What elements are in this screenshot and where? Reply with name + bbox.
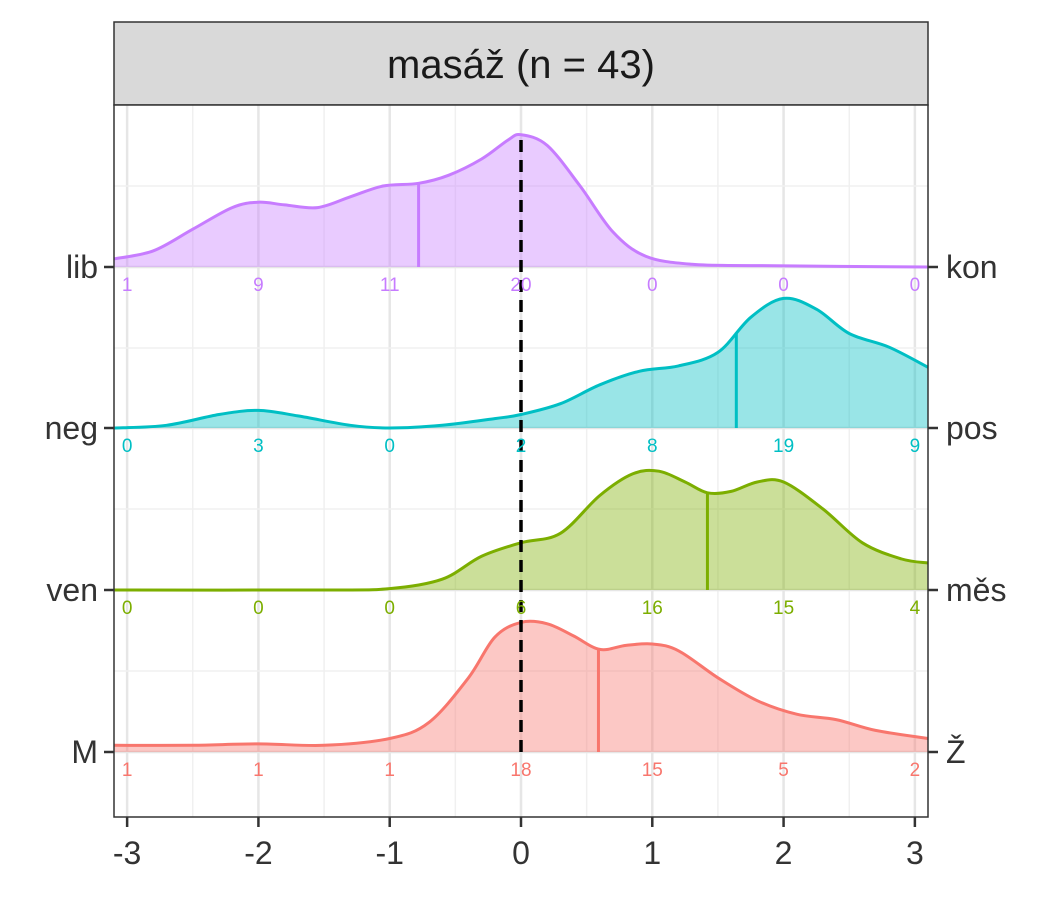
left-axis-label: lib xyxy=(66,249,98,285)
x-tick-label: 2 xyxy=(775,835,793,871)
ridge-line-neg xyxy=(113,296,929,430)
count-label: 0 xyxy=(384,436,395,457)
count-label: 15 xyxy=(642,760,663,781)
count-label: 18 xyxy=(510,760,531,781)
count-label: 0 xyxy=(384,598,395,619)
x-axis: -3 -2 -1 0 1 2 3 xyxy=(113,817,924,871)
count-label: 3 xyxy=(253,436,264,457)
ridge-line-lib xyxy=(113,133,929,269)
count-label: 9 xyxy=(253,275,264,296)
count-label: 19 xyxy=(773,436,794,457)
ridge-area-ven xyxy=(114,470,928,591)
count-label: 2 xyxy=(516,436,527,457)
left-axis: lib neg ven M xyxy=(45,249,114,770)
ridge-line-ven xyxy=(113,468,929,592)
count-label: 0 xyxy=(778,275,789,296)
count-label: 0 xyxy=(253,598,264,619)
strip-header xyxy=(113,21,929,106)
count-label: 9 xyxy=(910,436,921,457)
count-label: 20 xyxy=(510,275,531,296)
count-label: 11 xyxy=(380,275,400,296)
ridge-line-M xyxy=(113,619,929,747)
right-axis-label: pos xyxy=(946,410,998,446)
count-label: 1 xyxy=(384,760,395,781)
right-axis-label: kon xyxy=(946,249,998,285)
x-tick-label: 3 xyxy=(906,835,924,871)
x-tick-label: -2 xyxy=(244,835,272,871)
count-label: 1 xyxy=(122,760,133,781)
count-label: 16 xyxy=(642,598,663,619)
count-label: 2 xyxy=(910,760,921,781)
count-label: 5 xyxy=(778,760,789,781)
count-label: 4 xyxy=(910,598,921,619)
count-label: 15 xyxy=(773,598,794,619)
x-tick-label: 0 xyxy=(512,835,530,871)
right-axis: kon pos měs Ž xyxy=(928,249,1006,770)
count-label: 6 xyxy=(516,598,527,619)
left-axis-label: neg xyxy=(45,410,98,446)
count-label: 8 xyxy=(647,436,658,457)
x-tick-label: -1 xyxy=(375,835,403,871)
left-axis-label: ven xyxy=(46,572,98,608)
x-tick-label: 1 xyxy=(643,835,661,871)
x-tick-label: -3 xyxy=(113,835,141,871)
right-axis-label: Ž xyxy=(946,734,966,770)
count-label: 1 xyxy=(253,760,264,781)
count-label: 0 xyxy=(122,598,133,619)
count-label: 0 xyxy=(122,436,133,457)
count-label: 0 xyxy=(647,275,658,296)
count-labels: 1 9 11 20 0 0 00 3 0 2 8 19 90 0 0 6 16 15 41 1 1 18 15 5 2 xyxy=(122,275,921,781)
count-label: 1 xyxy=(122,275,133,296)
right-axis-label: měs xyxy=(946,572,1006,608)
left-axis-label: M xyxy=(71,734,98,770)
ridge-area-neg xyxy=(114,298,928,428)
count-label: 0 xyxy=(910,275,921,296)
median-lines xyxy=(417,183,738,752)
chart-title: masáž (n = 43) xyxy=(387,43,655,87)
